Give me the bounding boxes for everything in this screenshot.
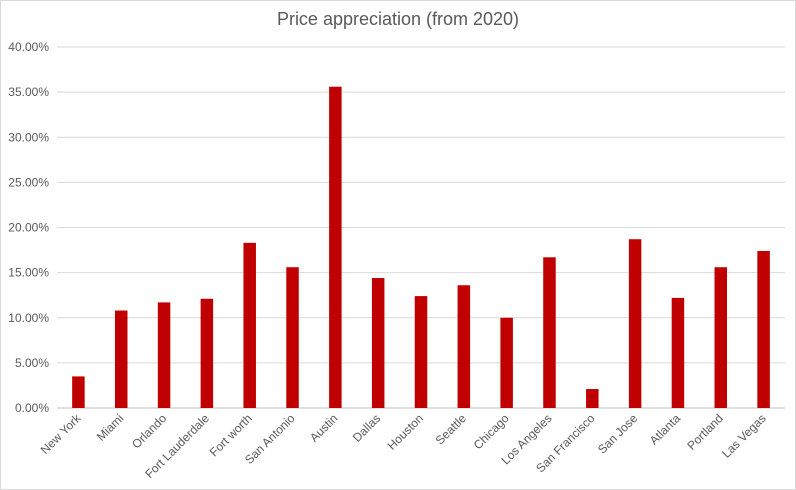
x-tick-label: New York (38, 411, 84, 457)
bar (286, 267, 299, 408)
bar (500, 317, 513, 408)
bar (671, 297, 685, 408)
x-tick-label: San Jose (595, 411, 641, 457)
y-tick-label: 10.00% (8, 311, 49, 325)
bar (414, 296, 428, 408)
x-tick-label: Chicago (471, 411, 512, 452)
x-tick-label: Las Vegas (719, 411, 769, 461)
bar (586, 389, 599, 408)
bar (243, 242, 256, 408)
x-tick-label: Austin (307, 411, 340, 444)
bar (329, 86, 342, 409)
x-tick-label: Portland (684, 411, 726, 453)
bar (543, 257, 556, 408)
x-tick-label: Dallas (350, 411, 383, 444)
bar (114, 310, 128, 408)
y-tick-label: 25.00% (8, 175, 49, 189)
x-tick-label: Miami (94, 411, 127, 444)
bar (628, 239, 642, 408)
bar (157, 302, 171, 408)
y-tick-label: 5.00% (15, 356, 49, 370)
chart-title: Price appreciation (from 2020) (276, 9, 520, 29)
x-tick-label: Orlando (129, 411, 169, 451)
y-tick-label: 20.00% (8, 221, 49, 235)
x-tick-label: Houston (385, 411, 427, 453)
y-tick-label: 40.00% (8, 40, 49, 54)
x-tick-label: Atlanta (647, 411, 684, 448)
y-tick-label: 30.00% (8, 130, 49, 144)
bar (714, 267, 728, 408)
y-tick-label: 35.00% (8, 85, 49, 99)
y-axis-ticks: 0.00% 5.00% 10.00% 15.00% 20.00% 25.00% 30.00%… (8, 40, 49, 415)
x-tick-label: Seattle (433, 411, 470, 448)
bar (757, 250, 770, 408)
bars (72, 86, 770, 409)
bar (72, 376, 85, 408)
bar (200, 298, 214, 408)
y-tick-label: 0.00% (15, 401, 49, 415)
bar (457, 285, 471, 408)
bar (371, 278, 385, 408)
y-tick-label: 15.00% (8, 266, 49, 280)
